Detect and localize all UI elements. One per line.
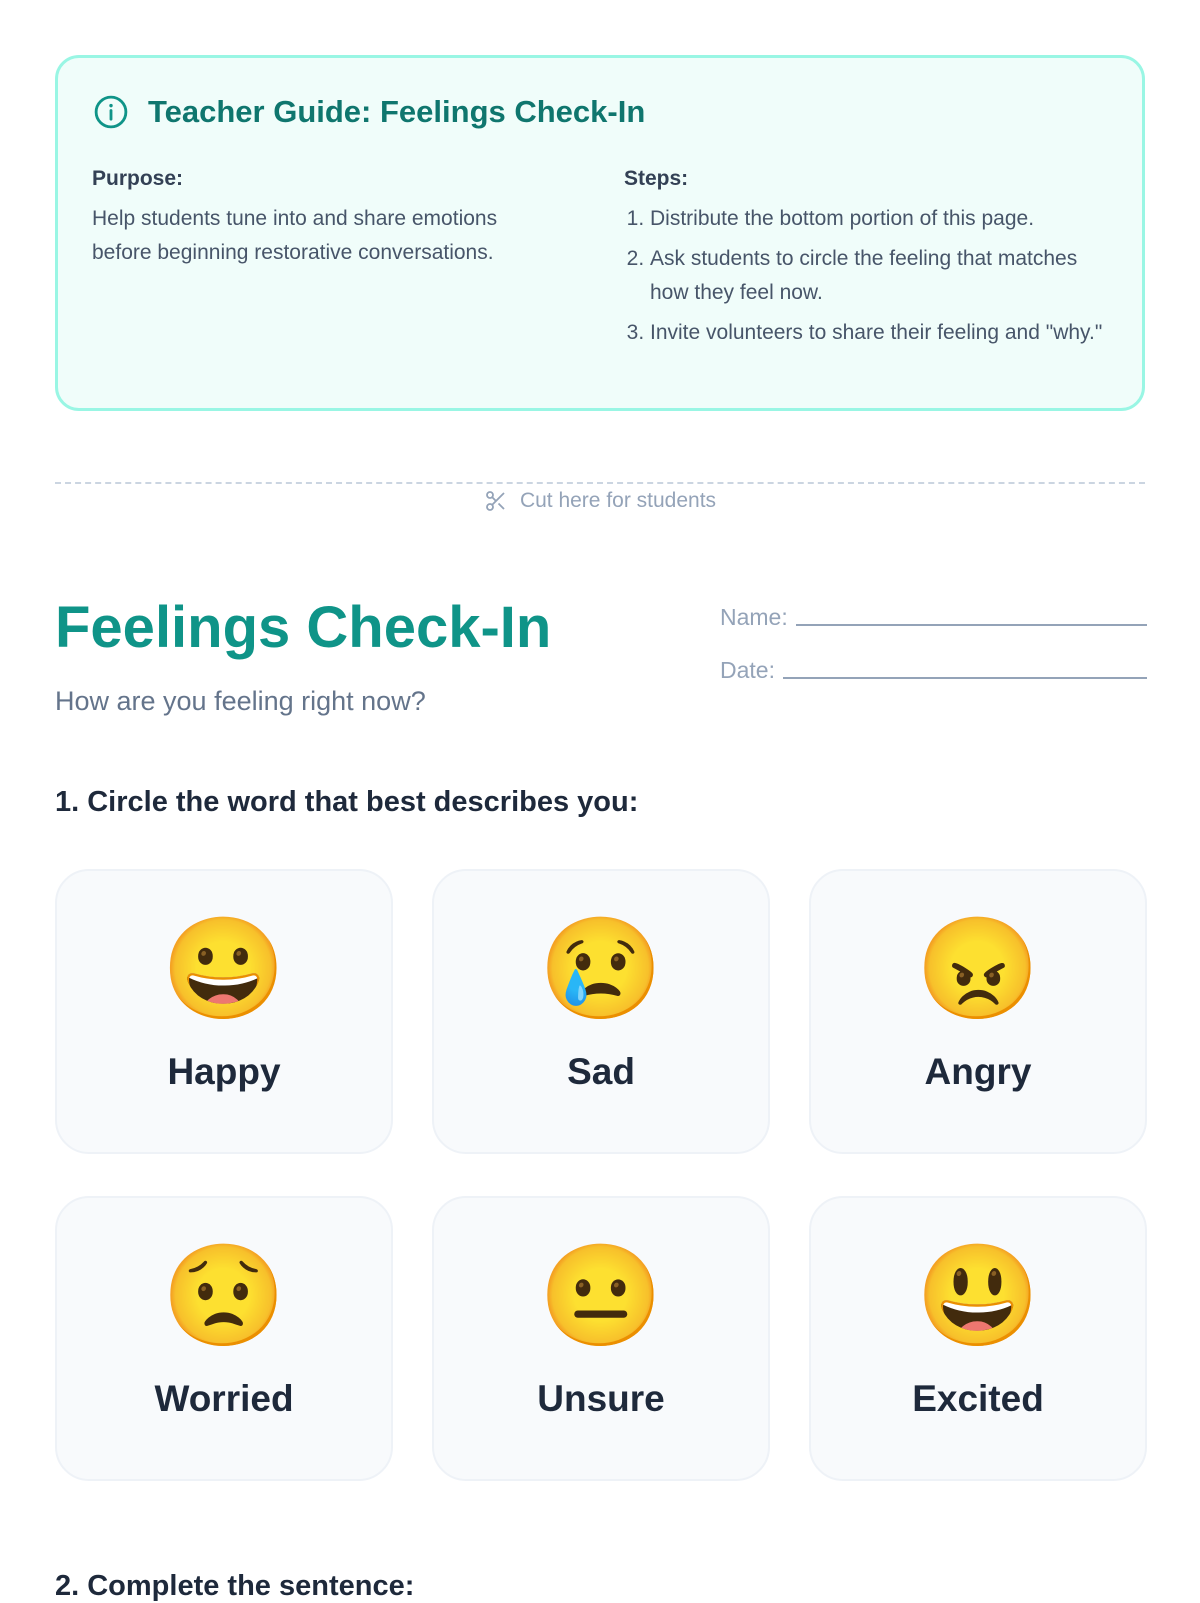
steps-section: Steps: Distribute the bottom portion of …	[624, 162, 1114, 356]
question-2-heading: 2. Complete the sentence:	[55, 1570, 415, 1602]
worksheet-subtitle: How are you feeling right now?	[55, 686, 426, 716]
name-field[interactable]: Name:	[720, 604, 1147, 631]
name-blank-line[interactable]	[795, 624, 1147, 626]
date-field[interactable]: Date:	[720, 657, 1147, 684]
teacher-guide-header: Teacher Guide: Feelings Check-In	[94, 94, 645, 130]
worried-face-icon: 😟	[161, 1240, 287, 1352]
worksheet-title: Feelings Check-In	[55, 595, 552, 660]
scissors-icon	[486, 491, 505, 511]
step-item: Invite volunteers to share their feeling…	[650, 316, 1114, 350]
teacher-guide-panel: Teacher Guide: Feelings Check-In Purpose…	[55, 55, 1145, 411]
feeling-label: Sad	[567, 1051, 635, 1092]
neutral-face-icon: 😐	[538, 1240, 664, 1352]
feeling-label: Worried	[154, 1378, 294, 1419]
feeling-card-excited[interactable]: 😃 Excited	[809, 1196, 1147, 1481]
steps-label: Steps:	[624, 167, 689, 190]
teacher-guide-title: Teacher Guide: Feelings Check-In	[148, 94, 646, 129]
purpose-section: Purpose: Help students tune into and sha…	[92, 162, 562, 270]
steps-list: Distribute the bottom portion of this pa…	[624, 202, 1114, 350]
feeling-card-unsure[interactable]: 😐 Unsure	[432, 1196, 770, 1481]
crying-face-icon: 😢	[538, 913, 664, 1025]
cut-line-divider	[55, 482, 1145, 484]
feelings-grid: 😀 Happy 😢 Sad 😠 Angry 😟 Worried 😐 Unsure 😃 Exc…	[55, 869, 1148, 1481]
name-label: Name:	[720, 604, 788, 630]
info-icon	[94, 95, 128, 129]
grinning-face-icon: 😀	[161, 913, 287, 1025]
feeling-label: Unsure	[537, 1378, 665, 1419]
feeling-card-angry[interactable]: 😠 Angry	[809, 869, 1147, 1154]
step-item: Ask students to circle the feeling that …	[650, 242, 1114, 310]
feeling-card-sad[interactable]: 😢 Sad	[432, 869, 770, 1154]
feeling-label: Excited	[912, 1378, 1044, 1419]
cut-line-label: Cut here for students	[0, 489, 1200, 513]
cut-line-text: Cut here for students	[519, 489, 717, 512]
smiling-face-icon: 😃	[915, 1240, 1041, 1352]
feeling-label: Happy	[167, 1051, 281, 1092]
purpose-label: Purpose:	[92, 167, 184, 190]
feeling-card-worried[interactable]: 😟 Worried	[55, 1196, 393, 1481]
question-1-heading: 1. Circle the word that best describes y…	[55, 786, 639, 818]
angry-face-icon: 😠	[915, 913, 1041, 1025]
step-item: Distribute the bottom portion of this pa…	[650, 202, 1114, 236]
feeling-label: Angry	[924, 1051, 1032, 1092]
date-label: Date:	[720, 657, 775, 683]
purpose-text: Help students tune into and share emotio…	[92, 207, 498, 264]
date-blank-line[interactable]	[782, 677, 1147, 679]
feeling-card-happy[interactable]: 😀 Happy	[55, 869, 393, 1154]
